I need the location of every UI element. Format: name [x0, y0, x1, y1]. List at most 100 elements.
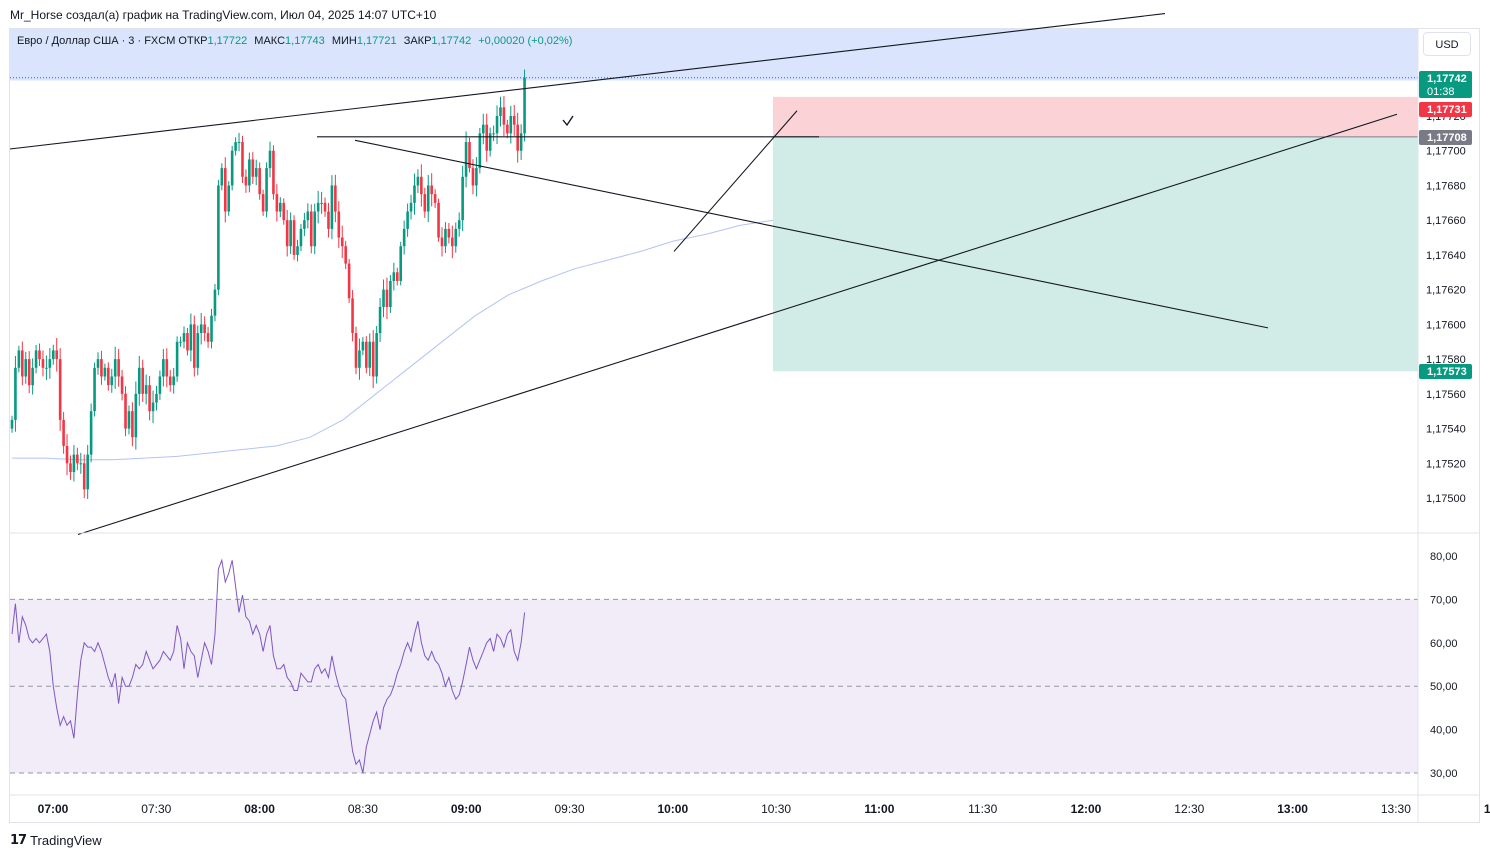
candle-body: [45, 367, 48, 369]
candle: [58, 348, 62, 431]
candle: [45, 355, 48, 381]
tradingview-wordmark: TradingView: [30, 832, 102, 848]
candle-body: [358, 350, 361, 368]
candle-body: [451, 237, 454, 247]
candle-body: [492, 133, 495, 135]
candle-body: [488, 133, 492, 151]
candle: [337, 201, 341, 248]
candle: [399, 241, 403, 286]
candle-body: [351, 298, 354, 334]
candle-body: [137, 367, 141, 394]
candle-body: [213, 289, 217, 316]
candle-body: [110, 376, 114, 386]
candle: [241, 135, 244, 183]
target-price-tag-bg: [1419, 364, 1472, 379]
symbol-name[interactable]: Евро / Доллар США · 3 · FXCM: [17, 35, 176, 47]
candle: [481, 113, 485, 145]
candle: [172, 368, 175, 394]
candle-body: [241, 142, 244, 177]
price-tick-label: 1,17500: [1426, 493, 1466, 505]
candle-body: [316, 202, 320, 212]
candle-body: [282, 202, 286, 221]
time-tick-label: 11:00: [864, 802, 894, 816]
candle-body: [279, 202, 282, 212]
candle: [464, 131, 468, 188]
candle-body: [248, 159, 251, 186]
candle-body: [413, 185, 416, 203]
candle-body: [79, 463, 83, 465]
stop-loss-zone[interactable]: [773, 96, 1418, 137]
tradingview-logo[interactable]: 𝟭𝟳 TradingView: [10, 832, 102, 848]
candle: [86, 444, 89, 500]
candle-body: [144, 385, 148, 394]
candle-body: [261, 194, 265, 212]
candle: [361, 336, 365, 356]
candle-body: [468, 142, 471, 169]
candle-body: [475, 168, 478, 186]
candle-body: [172, 376, 175, 386]
candle-body: [220, 168, 224, 186]
candle-body: [320, 202, 323, 204]
candle-body: [179, 341, 182, 343]
rsi-tick-label: 50,00: [1430, 681, 1458, 693]
candle-body: [309, 211, 313, 247]
candle-body: [495, 116, 499, 134]
candle-body: [371, 341, 375, 377]
currency-button[interactable]: USD: [1423, 32, 1471, 56]
descending-trendline[interactable]: [354, 139, 1269, 329]
candle-body: [27, 359, 31, 386]
lower-channel-line[interactable]: [77, 113, 1398, 536]
candle-body: [389, 280, 392, 308]
candle: [79, 452, 83, 474]
candle-body: [275, 194, 279, 212]
candle: [279, 197, 282, 218]
candle: [509, 105, 513, 144]
candle-body: [131, 411, 134, 438]
candle: [62, 412, 65, 454]
candle: [182, 326, 186, 349]
upper-channel-line[interactable]: [9, 13, 1166, 150]
candle: [306, 203, 310, 229]
candle: [254, 159, 258, 186]
candle-body: [10, 419, 14, 429]
candle-body: [165, 359, 169, 377]
candle-body: [285, 220, 289, 247]
candle: [385, 277, 389, 320]
candle: [265, 162, 268, 218]
candle-body: [69, 463, 72, 472]
entry-price-tag: 1,17708: [1419, 130, 1472, 145]
rising-support-line[interactable]: [673, 110, 798, 252]
candle: [189, 313, 193, 362]
stop-price-tag-bg: [1419, 102, 1472, 117]
candle: [155, 385, 158, 411]
candle: [175, 336, 179, 382]
candle: [230, 145, 234, 191]
candle-body: [272, 150, 275, 195]
price-range-band: [10, 29, 1418, 81]
candle-body: [502, 107, 506, 125]
rsi-tick-label: 80,00: [1430, 551, 1458, 563]
last-price-tag-bg: [1419, 71, 1472, 98]
candle: [103, 363, 107, 381]
time-tick-label: 09:30: [554, 802, 584, 816]
candle-body: [519, 133, 523, 151]
candle: [468, 137, 471, 173]
last-price-tag-text: 01:38: [1427, 86, 1455, 98]
time-tick-label: 09:00: [451, 802, 482, 816]
candle: [193, 315, 196, 377]
candle: [203, 316, 206, 342]
time-tick-label: 13:30: [1381, 802, 1411, 816]
candle-body: [203, 324, 206, 334]
candle-body: [385, 289, 389, 308]
price-tick-label: 1,17680: [1426, 180, 1466, 192]
price-tick-label: 1,17660: [1426, 215, 1466, 227]
candle: [327, 202, 330, 238]
stop-price-tag: 1,17731: [1419, 102, 1472, 117]
candle: [351, 290, 354, 342]
target-price-tag: 1,17573: [1419, 364, 1472, 379]
candle: [96, 352, 100, 375]
take-profit-zone[interactable]: [773, 136, 1418, 372]
candle-body: [210, 315, 213, 342]
candle-body: [186, 333, 189, 351]
